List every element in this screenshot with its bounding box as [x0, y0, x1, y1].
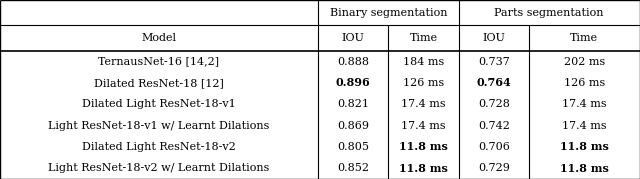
Text: 202 ms: 202 ms: [564, 57, 605, 67]
Text: 11.8 ms: 11.8 ms: [399, 141, 448, 153]
Text: 11.8 ms: 11.8 ms: [560, 163, 609, 174]
Text: 11.8 ms: 11.8 ms: [399, 163, 448, 174]
Text: 0.852: 0.852: [337, 163, 369, 173]
Text: Binary segmentation: Binary segmentation: [330, 8, 447, 18]
Text: TernausNet-16 [14,2]: TernausNet-16 [14,2]: [98, 57, 220, 67]
Text: 17.4 ms: 17.4 ms: [401, 99, 446, 109]
Text: 0.821: 0.821: [337, 99, 369, 109]
Text: 0.805: 0.805: [337, 142, 369, 152]
Text: 17.4 ms: 17.4 ms: [562, 121, 607, 131]
Text: Light ResNet-18-v2 w/ Learnt Dilations: Light ResNet-18-v2 w/ Learnt Dilations: [48, 163, 269, 173]
Text: 0.729: 0.729: [478, 163, 510, 173]
Text: 11.8 ms: 11.8 ms: [560, 141, 609, 153]
Text: 126 ms: 126 ms: [564, 78, 605, 88]
Text: Parts segmentation: Parts segmentation: [494, 8, 604, 18]
Text: Model: Model: [141, 33, 176, 43]
Text: IOU: IOU: [483, 33, 506, 43]
Text: Time: Time: [410, 33, 438, 43]
Text: 0.888: 0.888: [337, 57, 369, 67]
Text: Dilated Light ResNet-18-v2: Dilated Light ResNet-18-v2: [82, 142, 236, 152]
Text: 0.742: 0.742: [478, 121, 510, 131]
Text: 0.869: 0.869: [337, 121, 369, 131]
Text: 0.737: 0.737: [478, 57, 510, 67]
Text: 0.896: 0.896: [336, 78, 371, 88]
Text: 17.4 ms: 17.4 ms: [401, 121, 446, 131]
Text: 126 ms: 126 ms: [403, 78, 444, 88]
Text: Light ResNet-18-v1 w/ Learnt Dilations: Light ResNet-18-v1 w/ Learnt Dilations: [48, 121, 269, 131]
Text: Time: Time: [570, 33, 598, 43]
Text: IOU: IOU: [342, 33, 365, 43]
Text: 184 ms: 184 ms: [403, 57, 444, 67]
Text: 17.4 ms: 17.4 ms: [562, 99, 607, 109]
Text: 0.728: 0.728: [478, 99, 510, 109]
Text: Dilated Light ResNet-18-v1: Dilated Light ResNet-18-v1: [82, 99, 236, 109]
Text: Dilated ResNet-18 [12]: Dilated ResNet-18 [12]: [94, 78, 223, 88]
Text: 0.764: 0.764: [477, 78, 511, 88]
Text: 0.706: 0.706: [478, 142, 510, 152]
